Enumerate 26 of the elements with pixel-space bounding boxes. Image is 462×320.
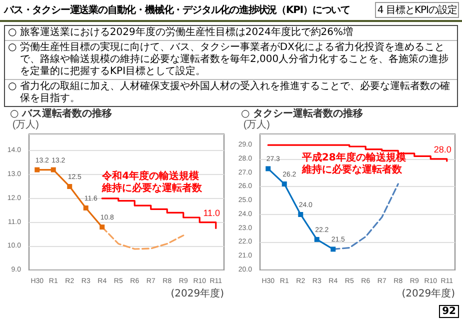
series-label: 令和4年度の輸送規模維持に必要な運転者数: [101, 170, 204, 194]
point: [34, 167, 40, 172]
chart-title: ○ バス運転者数の推移: [10, 108, 112, 120]
point: [83, 205, 88, 210]
y-axis-title: (万人): [12, 120, 39, 130]
text: 92: [439, 305, 459, 318]
data-label: 28.0: [434, 144, 452, 154]
point: [282, 181, 287, 186]
point: [266, 166, 271, 172]
text: ○ 労働生産性目標の実現に向けて、バス、タクシー事業者がDX化による省力化投資を進めることで、路線や輸送規模の維持に必要な運転者数を毎年2,000人分省力化することを、各施策の進捗を定量的に把握するKPI目標として設定。: [5, 41, 457, 80]
point: [50, 167, 56, 172]
point: [67, 184, 72, 189]
line-series: [101, 226, 184, 250]
text: (2029年度): [170, 288, 224, 300]
point: [100, 224, 105, 230]
text: 4 目標とKPIの設定: [375, 2, 459, 18]
chart-title: ○ タクシー運転者数の推移: [241, 108, 364, 120]
point: [314, 236, 320, 242]
text: バス・タクシー運送業の自動化・機械化・デジタル化の進捗状況（KPI）について: [4, 4, 350, 17]
text: ○ 旅客運送業における2029年度の労働生産性目標は2024年度比で約26%増: [5, 26, 457, 41]
y-axis-title: (万人): [243, 120, 270, 130]
point: [298, 212, 304, 217]
text: ○ 省力化の取組に加え、人材確保支援や外国人材の受入れを推進することで、必要な運転者数の確保を目指す。: [7, 80, 451, 106]
point: [330, 246, 336, 252]
data-label: 11.0: [203, 208, 220, 218]
text: (2029年度): [402, 288, 456, 300]
